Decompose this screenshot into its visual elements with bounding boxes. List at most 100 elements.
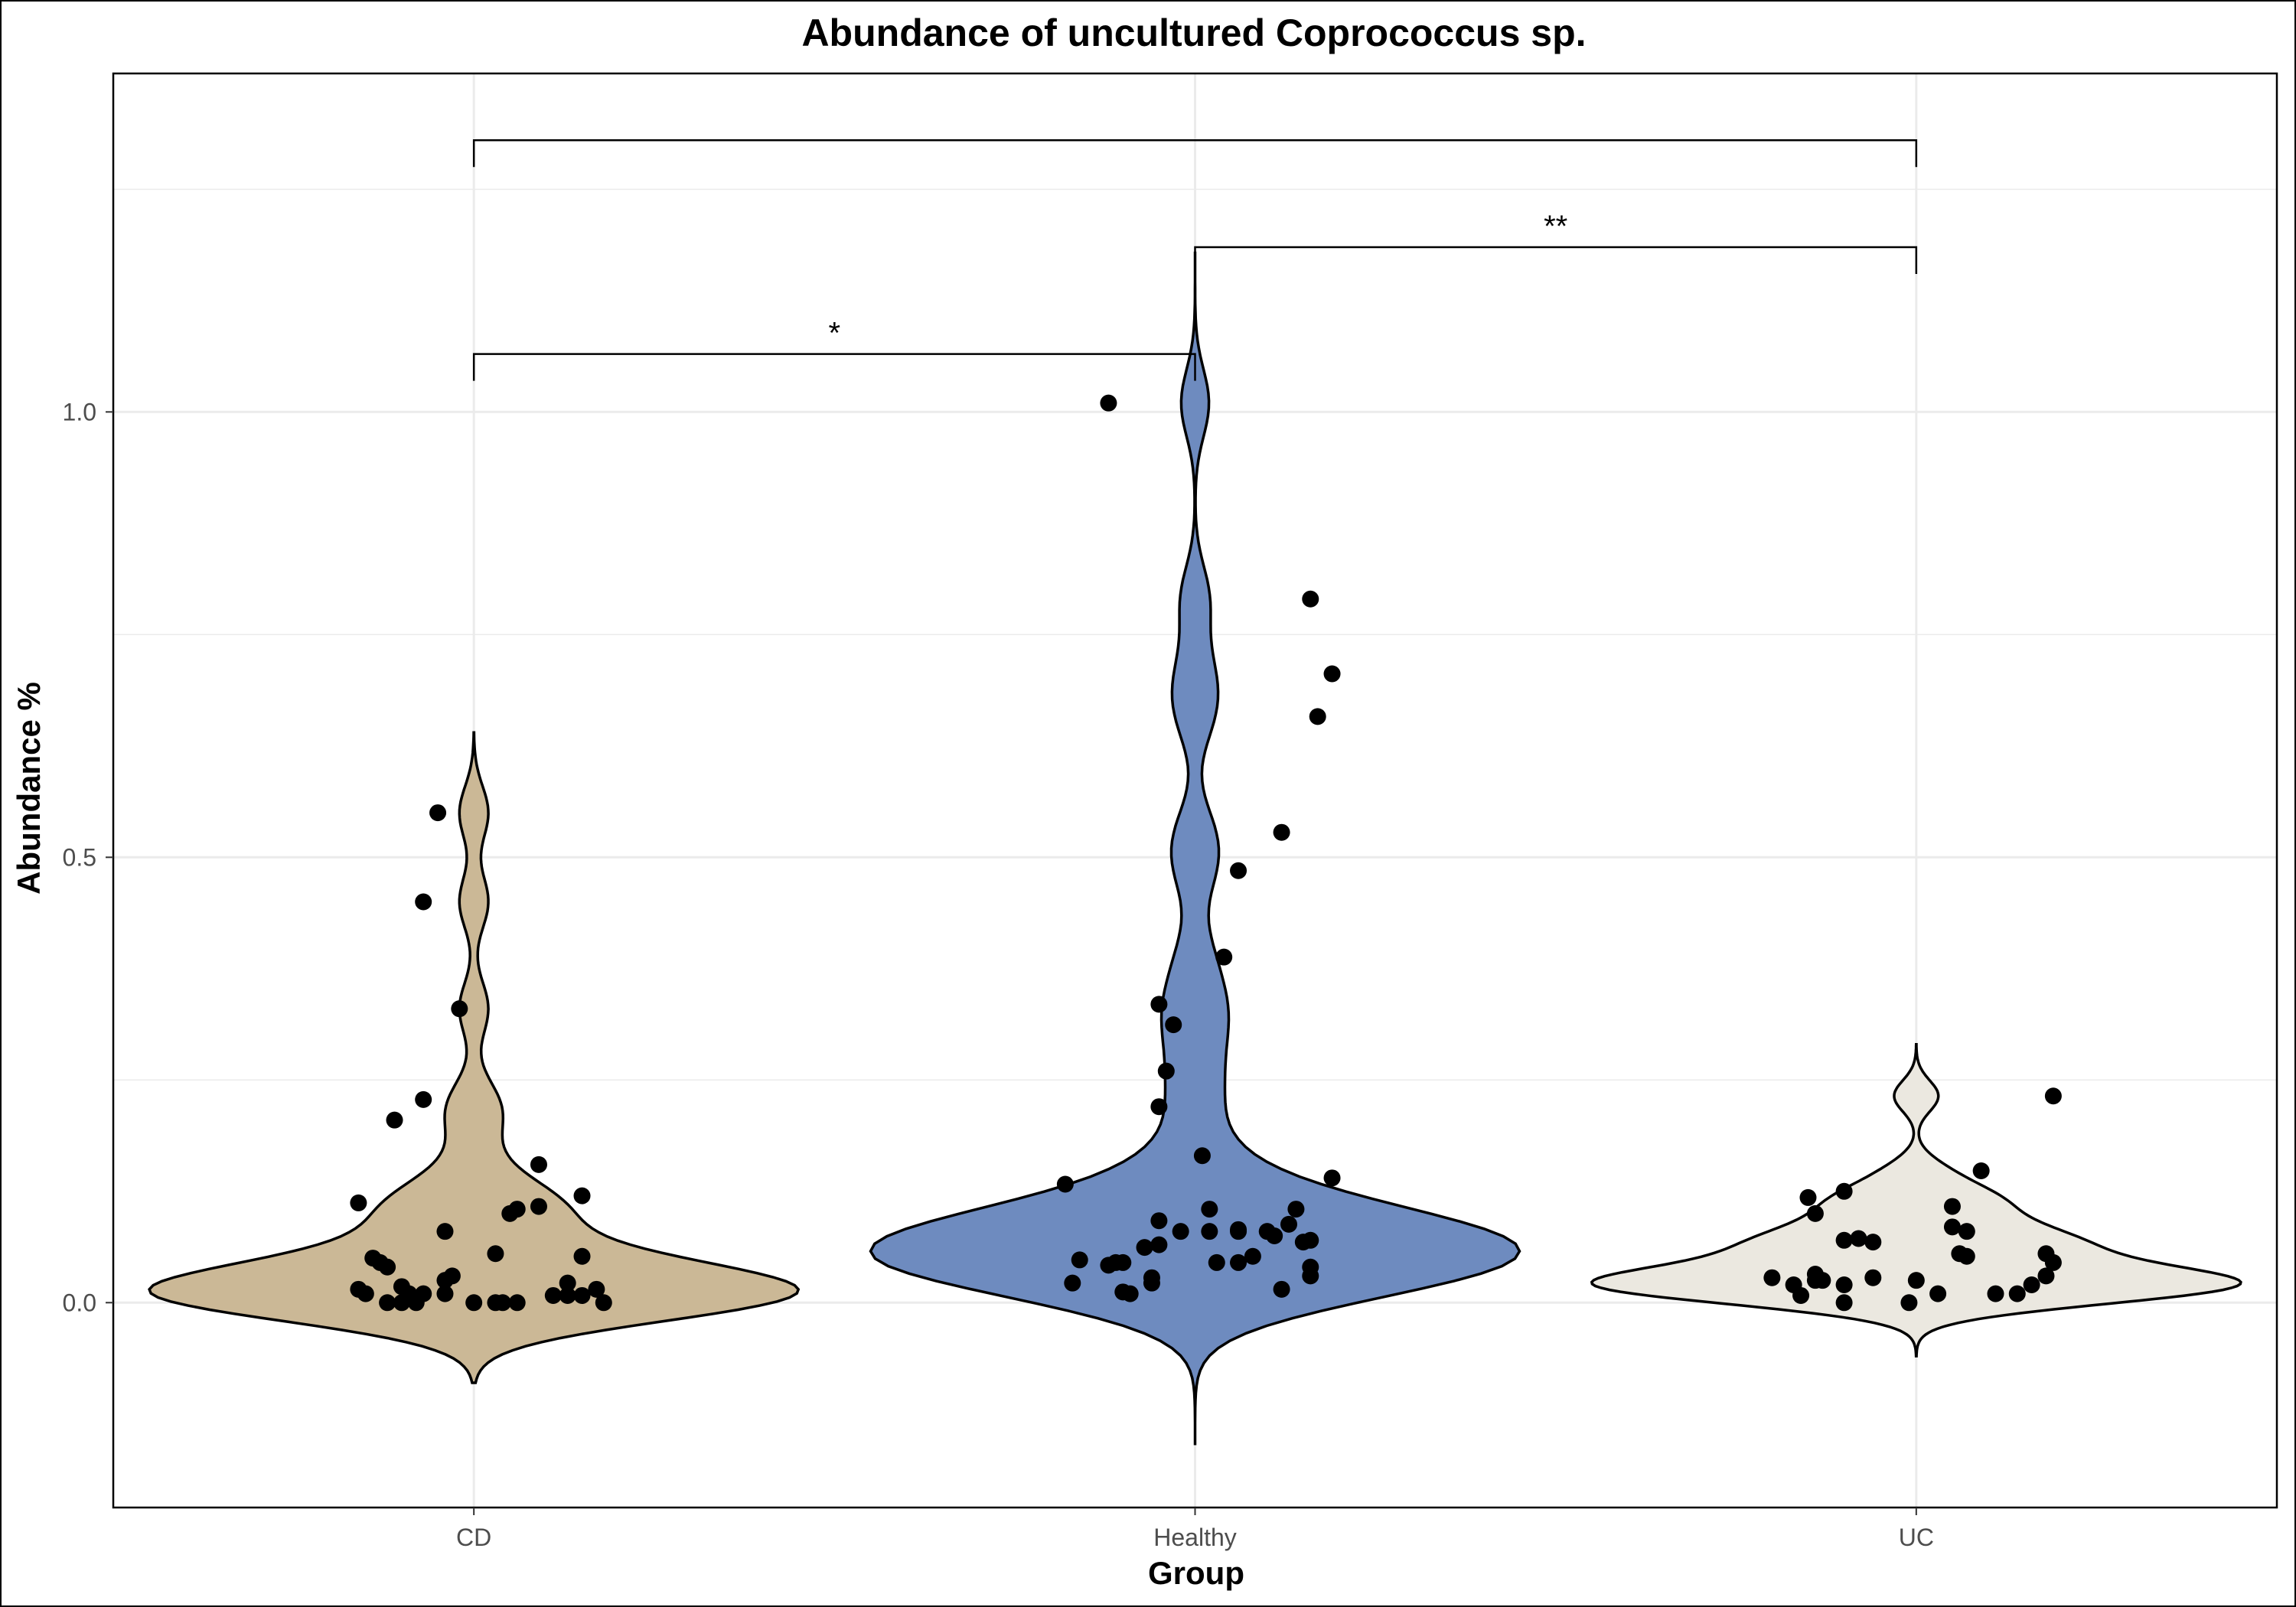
data-point-uc [1907,1272,1925,1289]
significance-bracket [472,353,1196,381]
data-point-cd [436,1272,454,1289]
significance-label: * [829,317,841,350]
chart-title: Abundance of uncultured Coprococcus sp. [801,11,1586,54]
data-point-cd [451,1000,468,1018]
data-point-uc [1850,1230,1867,1247]
data-point-cd [357,1285,374,1302]
data-point-healthy [1230,1253,1247,1271]
data-point-cd [494,1294,511,1312]
plot-area: ***0.00.51.0CD Healthy UC [63,72,2278,1551]
data-point-cd [436,1223,454,1240]
data-point-uc [1799,1188,1817,1206]
data-point-cd [415,1090,432,1108]
data-point-cd [429,804,447,822]
y-tick-label: 0.5 [63,843,96,871]
data-point-uc [1835,1182,1853,1200]
data-point-cd [595,1294,612,1312]
data-point-cd [573,1286,591,1304]
data-point-cd [386,1111,403,1129]
data-point-healthy [1323,1169,1341,1187]
data-point-uc [2023,1276,2040,1294]
data-point-cd [530,1156,547,1173]
data-point-healthy [1273,823,1290,841]
data-point-cd [379,1294,396,1312]
data-point-uc [2044,1087,2062,1105]
y-axis-title: Abundance % [11,682,47,895]
data-point-healthy [1143,1269,1160,1286]
data-point-cd [508,1294,526,1312]
data-point-healthy [1208,1253,1225,1271]
data-point-healthy [1309,708,1326,725]
data-point-cd [573,1187,591,1204]
data-point-uc [2008,1285,2026,1302]
data-point-healthy [1064,1274,1081,1292]
data-point-uc [1987,1285,2004,1302]
violin-healthy [869,251,1521,1446]
data-point-cd [508,1201,526,1218]
data-point-healthy [1071,1251,1088,1269]
data-point-cd [379,1258,396,1276]
data-point-healthy [1244,1247,1261,1265]
data-point-cd [465,1294,483,1312]
data-point-uc [1835,1276,1853,1294]
y-tick-label: 0.0 [63,1289,96,1316]
data-point-healthy [1136,1239,1153,1257]
data-point-healthy [1266,1227,1283,1244]
data-point-healthy [1302,590,1319,608]
data-point-cd [350,1194,367,1211]
data-point-healthy [1201,1201,1218,1218]
data-point-healthy [1150,996,1168,1013]
data-point-healthy [1287,1201,1305,1218]
data-point-healthy [1100,394,1117,412]
data-point-uc [1929,1285,1947,1302]
data-point-uc [1958,1247,1975,1265]
x-tick-label: Healthy [1153,1524,1237,1551]
data-point-healthy [1230,1221,1247,1238]
data-point-uc [1806,1266,1824,1283]
data-point-healthy [1201,1223,1218,1240]
violin-uc [1590,1042,2242,1358]
data-point-healthy [1273,1280,1290,1298]
data-point-healthy [1157,1062,1175,1080]
data-point-uc [1792,1286,1810,1304]
data-point-healthy [1150,1212,1168,1230]
data-point-uc [1900,1294,1918,1312]
data-point-uc [1763,1269,1781,1286]
x-tick-label: UC [1899,1524,1934,1551]
data-point-healthy [1193,1147,1211,1165]
data-point-uc [1943,1218,1961,1236]
data-point-healthy [1150,1236,1168,1253]
data-point-healthy [1215,948,1233,966]
data-point-cd [544,1286,562,1304]
data-point-uc [1806,1204,1824,1222]
data-point-healthy [1056,1175,1074,1193]
data-point-healthy [1230,862,1247,879]
data-point-cd [487,1245,504,1263]
data-point-uc [1835,1231,1853,1249]
data-point-cd [559,1274,576,1292]
data-point-uc [1943,1198,1961,1215]
data-point-cd [415,1285,432,1302]
data-point-healthy [1302,1267,1319,1285]
data-point-healthy [1114,1253,1132,1271]
significance-label: ** [1544,210,1567,243]
data-point-uc [1835,1294,1853,1312]
x-axis-title: Group [1148,1555,1244,1591]
data-point-healthy [1114,1283,1132,1301]
data-point-uc [2037,1267,2055,1285]
data-point-cd [559,1286,576,1304]
significance-bracket [472,139,1918,168]
data-point-healthy [1172,1223,1189,1240]
data-point-healthy [1150,1098,1168,1116]
data-point-uc [1864,1269,1882,1286]
data-point-cd [436,1285,454,1302]
y-tick-label: 1.0 [63,398,96,425]
data-point-healthy [1294,1234,1312,1251]
x-tick-label: CD [456,1524,491,1551]
data-point-cd [415,893,432,911]
data-point-healthy [1323,665,1341,683]
significance-bracket [1194,246,1918,274]
data-point-uc [1972,1162,1990,1180]
